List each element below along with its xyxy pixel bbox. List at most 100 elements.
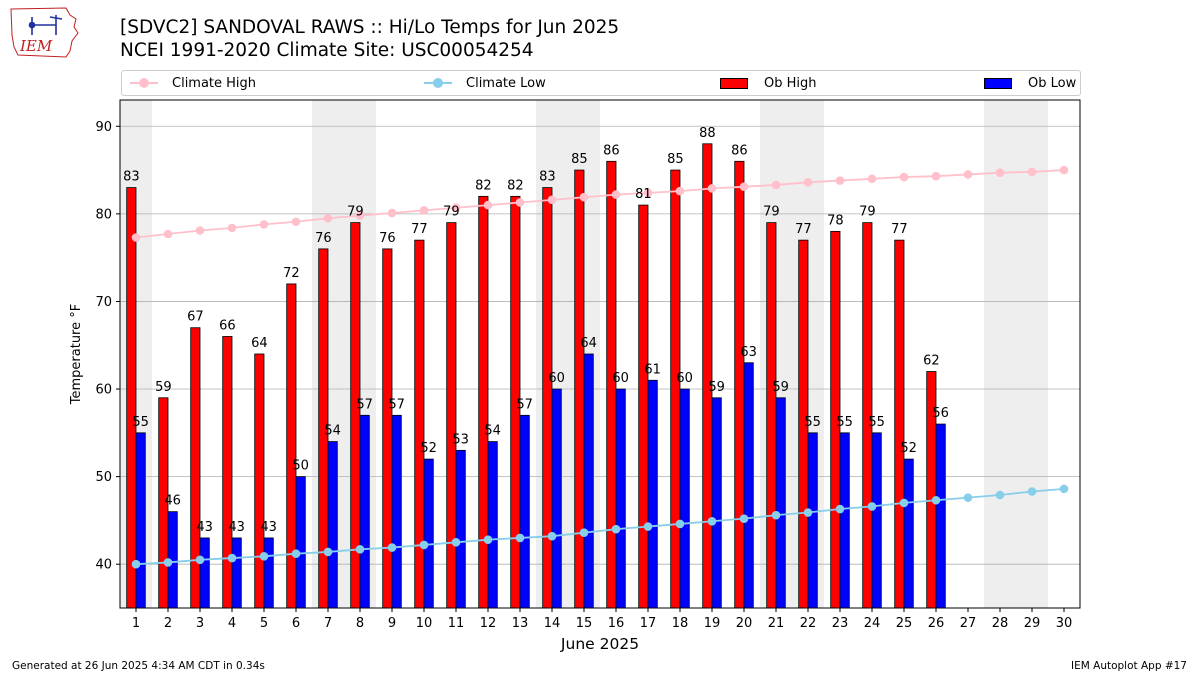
x-tick-label: 29	[1024, 616, 1041, 631]
ob-high-bar	[766, 222, 777, 609]
climate-low-point	[323, 547, 333, 557]
ob-low-label: 60	[676, 371, 693, 386]
climate-low-point	[515, 533, 525, 543]
ob-low-label: 50	[292, 459, 309, 474]
ob-low-bar	[743, 362, 754, 609]
x-tick-label: 30	[1056, 616, 1073, 631]
x-tick-label: 9	[388, 616, 396, 631]
climate-high-point	[803, 178, 813, 187]
legend-label: Ob Low	[1028, 75, 1077, 91]
ob-low-bar	[711, 397, 722, 609]
climate-high-point	[451, 203, 461, 213]
x-tick-label: 12	[480, 616, 497, 631]
ob-low-bar	[263, 537, 274, 609]
ob-high-label: 76	[379, 231, 396, 246]
ob-high-label: 82	[507, 178, 524, 193]
ob-low-label: 54	[484, 424, 501, 439]
x-tick-label: 23	[832, 616, 849, 631]
app-credit: IEM Autoplot App #17	[1071, 660, 1187, 672]
ob-high-bar	[446, 222, 457, 609]
climate-low-point	[963, 493, 973, 502]
climate-low-point	[419, 540, 429, 550]
ob-low-bar	[615, 388, 626, 609]
legend-label: Climate High	[172, 75, 257, 91]
climate-low-point	[899, 498, 909, 508]
climate-high-point	[355, 211, 365, 220]
ob-high-bar	[190, 327, 201, 609]
climate-high-point	[931, 171, 941, 181]
climate-high-point	[515, 198, 525, 207]
climate-high-point	[707, 184, 717, 193]
ob-low-bar	[807, 432, 818, 609]
climate-low-point	[227, 553, 237, 563]
ob-high-bar	[702, 143, 713, 609]
ob-high-label: 59	[155, 380, 172, 395]
plot-frame	[119, 99, 1081, 609]
ob-low-bar	[839, 432, 850, 609]
ob-low-bar	[583, 353, 594, 609]
climate-low-swatch-icon	[424, 78, 452, 88]
ob-high-bar	[126, 187, 137, 609]
x-tick-label: 4	[228, 616, 236, 631]
ob-low-label: 54	[324, 424, 341, 439]
ob-high-label: 67	[187, 310, 204, 325]
climate-low-point	[579, 528, 589, 537]
ob-high-label: 79	[859, 205, 876, 220]
ob-low-bar	[519, 414, 530, 609]
chart-title: [SDVC2] SANDOVAL RAWS :: Hi/Lo Temps for…	[120, 17, 620, 38]
ob-low-label: 57	[388, 397, 405, 412]
x-tick-label: 2	[164, 616, 172, 631]
x-tick-label: 7	[324, 616, 332, 631]
ob-high-label: 64	[251, 336, 268, 351]
logo-text: IEM	[19, 37, 53, 55]
climate-low-point	[387, 543, 397, 552]
y-tick-label: 60	[95, 383, 112, 398]
ob-high-label: 85	[571, 152, 588, 167]
ob-high-swatch-icon	[720, 77, 748, 89]
ob-high-bar	[638, 204, 649, 609]
ob-high-label: 88	[699, 126, 716, 141]
climate-high-point	[291, 217, 301, 227]
climate-low-point	[803, 508, 813, 517]
ob-low-bar	[935, 423, 946, 609]
ob-low-bar	[679, 388, 690, 609]
ob-low-bar	[359, 414, 370, 609]
ob-high-bar	[382, 248, 393, 609]
x-tick-label: 18	[672, 616, 689, 631]
x-tick-label: 8	[356, 616, 364, 631]
ob-high-label: 85	[667, 152, 684, 167]
x-tick-label: 5	[260, 616, 268, 631]
ob-low-label: 60	[612, 371, 629, 386]
ob-low-label: 64	[580, 336, 597, 351]
x-tick-label: 19	[704, 616, 721, 631]
y-axis-label: Temperature °F	[69, 304, 84, 405]
ob-low-label: 63	[740, 345, 757, 360]
ob-low-bar	[135, 432, 146, 609]
climate-high-point	[739, 182, 749, 192]
climate-high-swatch-icon	[130, 78, 158, 88]
ob-low-bar	[423, 458, 434, 609]
ob-high-label: 86	[603, 143, 620, 158]
climate-high-point	[771, 180, 781, 190]
ob-low-bar	[775, 397, 786, 609]
climate-low-point	[483, 535, 493, 544]
ob-high-bar	[478, 195, 489, 609]
climate-high-point	[131, 233, 141, 242]
climate-high-point	[259, 220, 269, 229]
x-tick-label: 13	[512, 616, 529, 631]
ob-low-label: 52	[420, 441, 437, 456]
climate-low-point	[1059, 484, 1069, 494]
ob-low-bar	[391, 414, 402, 609]
ob-low-swatch-icon	[984, 77, 1012, 89]
y-tick-label: 70	[95, 295, 112, 310]
climate-low-point	[707, 516, 717, 526]
legend-item-climate-low: Climate Low	[424, 71, 546, 95]
climate-high-point	[323, 213, 333, 223]
climate-low-point	[291, 549, 301, 558]
ob-low-label: 43	[260, 520, 277, 535]
legend-label: Climate Low	[466, 75, 546, 91]
y-tick-label: 40	[95, 558, 112, 573]
ob-high-label: 78	[827, 213, 844, 228]
climate-high-point	[1059, 165, 1069, 175]
